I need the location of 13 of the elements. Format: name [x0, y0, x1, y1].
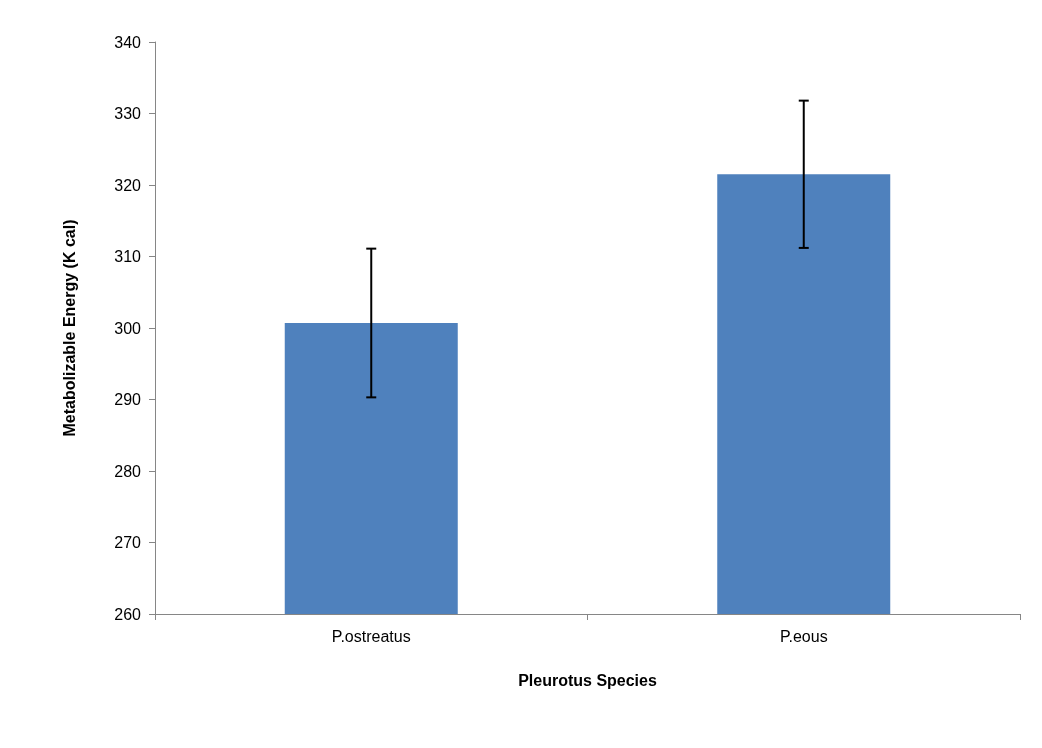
y-tick-label: 320 [114, 176, 142, 194]
y-tick-label: 270 [114, 534, 142, 551]
y-tick-label: 280 [114, 462, 142, 480]
y-tick-label: 300 [114, 319, 142, 337]
x-tick-label: P.ostreatus [331, 627, 411, 645]
y-tick-label: 330 [114, 105, 142, 122]
y-tick-label: 290 [114, 391, 142, 408]
y-tick-label: 260 [114, 605, 142, 623]
y-axis-title: Metabolizable Energy (K cal) [60, 219, 78, 437]
x-tick-label: P.eous [779, 627, 828, 645]
y-tick-label: 310 [114, 248, 142, 265]
x-axis-title: Pleurotus Species [518, 671, 657, 689]
y-tick-label: 340 [114, 33, 142, 51]
